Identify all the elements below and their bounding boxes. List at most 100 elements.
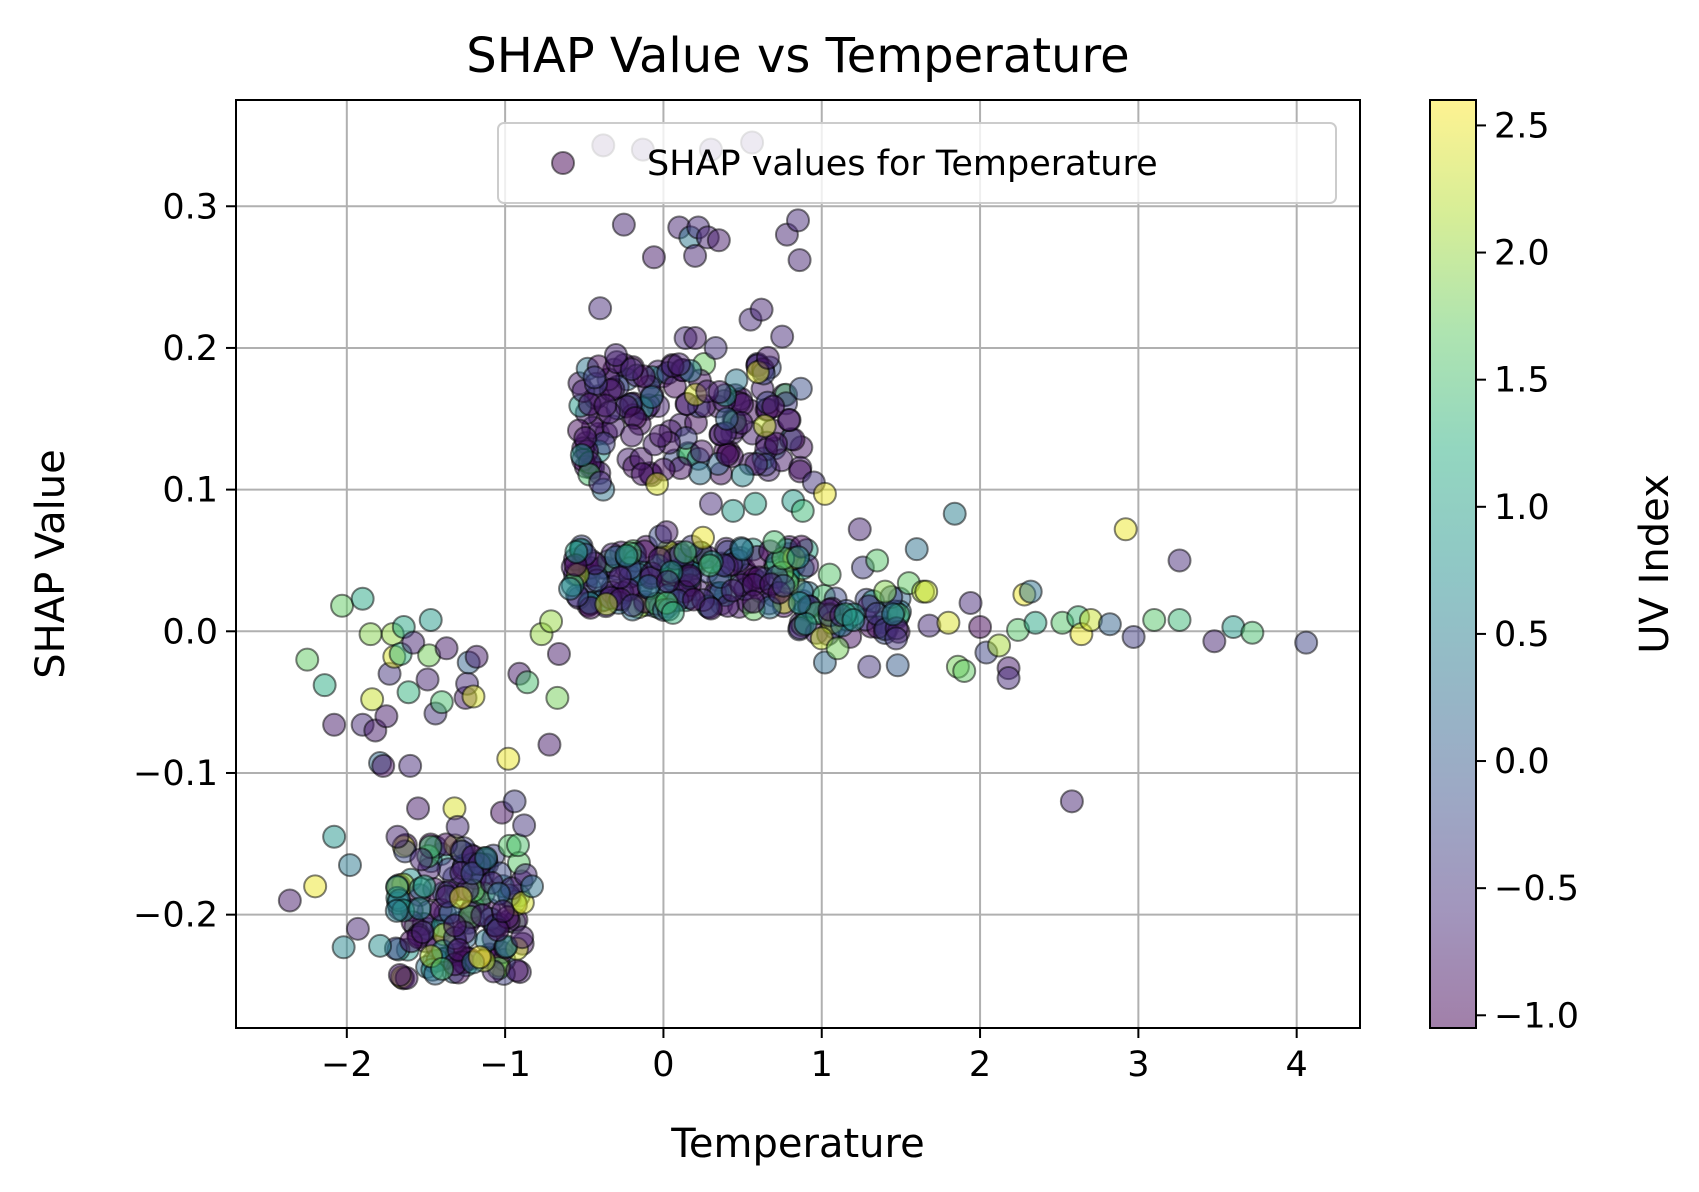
scatter-point <box>730 537 755 562</box>
scatter-point <box>645 471 670 496</box>
scatter-point <box>418 607 443 632</box>
scatter-point <box>884 626 909 651</box>
scatter-point <box>873 579 898 604</box>
scatter-point <box>1113 517 1138 542</box>
legend-box <box>497 122 1337 204</box>
scatter-point <box>825 636 850 661</box>
scatter-point <box>639 385 664 410</box>
scatter-point <box>715 442 740 467</box>
scatter-point <box>914 579 939 604</box>
colorbar-tick-label: −0.5 <box>1494 869 1579 909</box>
scatter-point <box>841 607 866 632</box>
colorbar-tick-label: 1.5 <box>1494 361 1550 401</box>
scatter-point <box>358 622 383 647</box>
scatter-point <box>707 380 732 405</box>
scatter-point <box>371 753 396 778</box>
scatter-point <box>545 685 570 710</box>
y-axis-label: SHAP Value <box>28 449 74 679</box>
scatter-point <box>607 565 632 590</box>
scatter-point <box>520 874 545 899</box>
scatter-point <box>706 228 731 253</box>
scatter-point <box>1167 548 1192 573</box>
scatter-point <box>787 248 812 273</box>
scatter-point <box>1142 607 1167 632</box>
scatter-point <box>330 593 355 618</box>
scatter-point <box>958 590 983 615</box>
scatter-point <box>360 687 385 712</box>
scatter-point <box>904 537 929 562</box>
scatter-point <box>660 600 685 625</box>
scatter-point <box>987 633 1012 658</box>
colorbar-tick-label: 0.5 <box>1494 615 1550 655</box>
scatter-point <box>817 562 842 587</box>
scatter-point <box>407 896 432 921</box>
x-tick-label: 0 <box>652 1045 674 1085</box>
scatter-point <box>603 343 628 368</box>
scatter-point <box>350 586 375 611</box>
scatter-point <box>1121 624 1146 649</box>
legend-label: SHAP values for Temperature <box>647 144 1158 184</box>
scatter-point <box>588 296 613 321</box>
scatter-point <box>410 920 435 945</box>
scatter-point <box>1167 607 1192 632</box>
scatter-point <box>387 963 412 988</box>
x-tick-label: 3 <box>1127 1045 1149 1085</box>
scatter-points <box>277 130 1319 991</box>
scatter-point <box>398 753 423 778</box>
scatter-point <box>771 573 796 598</box>
scatter-point <box>385 874 410 899</box>
scatter-point <box>368 933 393 958</box>
x-tick-label: 4 <box>1286 1045 1308 1085</box>
scatter-point <box>787 590 812 615</box>
scatter-point <box>880 602 905 627</box>
scatter-point <box>857 654 882 679</box>
scatter-point <box>504 958 529 983</box>
scatter-point <box>322 712 347 737</box>
x-tick-label: −1 <box>479 1045 531 1085</box>
scatter-point <box>942 501 967 526</box>
colorbar: −1.0 −0.5 0.0 0.5 1.0 1.5 2.0 2.5 UV Index <box>1429 99 1678 1036</box>
scatter-point <box>277 888 302 913</box>
scatter-point <box>749 297 774 322</box>
scatter-point <box>703 335 728 360</box>
scatter-point <box>689 439 714 464</box>
scatter-point <box>673 540 698 565</box>
scatter-point <box>467 945 492 970</box>
scatter-point <box>743 491 768 516</box>
scatter-point <box>442 913 467 938</box>
scatter-point <box>434 636 459 661</box>
scatter-point <box>698 491 723 516</box>
scatter-point <box>345 916 370 941</box>
scatter-point <box>654 520 679 545</box>
x-axis-label: Temperature <box>670 1121 924 1167</box>
scatter-point <box>648 423 673 448</box>
scatter-point <box>968 615 993 640</box>
plot-frame <box>235 99 1361 1029</box>
scatter-point <box>415 667 440 692</box>
scatter-point <box>786 545 811 570</box>
scatter-point <box>755 345 780 370</box>
scatter-point <box>619 423 644 448</box>
scatter-point <box>996 666 1021 691</box>
scatter-point <box>697 553 722 578</box>
scatter-point <box>569 443 594 468</box>
scatter-point <box>952 658 977 683</box>
scatter-point <box>936 610 961 635</box>
scatter-point <box>506 833 531 858</box>
scatter-point <box>776 407 801 432</box>
y-tick-label: −0.2 <box>133 896 218 936</box>
scatter-point <box>720 578 745 603</box>
scatter-point <box>786 208 810 233</box>
chart-title: SHAP Value vs Temperature <box>466 28 1129 84</box>
colorbar-gradient <box>1429 99 1477 1029</box>
legend-marker <box>551 151 575 175</box>
scatter-point <box>537 732 562 757</box>
scatter-point <box>406 796 431 821</box>
scatter-point <box>691 525 716 550</box>
y-tick-label: −0.1 <box>133 754 218 794</box>
scatter-point <box>762 530 787 555</box>
scatter-point <box>611 212 636 237</box>
x-axis-ticks: −2 −1 0 1 2 3 4 <box>321 1028 1308 1085</box>
scatter-point <box>619 357 644 382</box>
